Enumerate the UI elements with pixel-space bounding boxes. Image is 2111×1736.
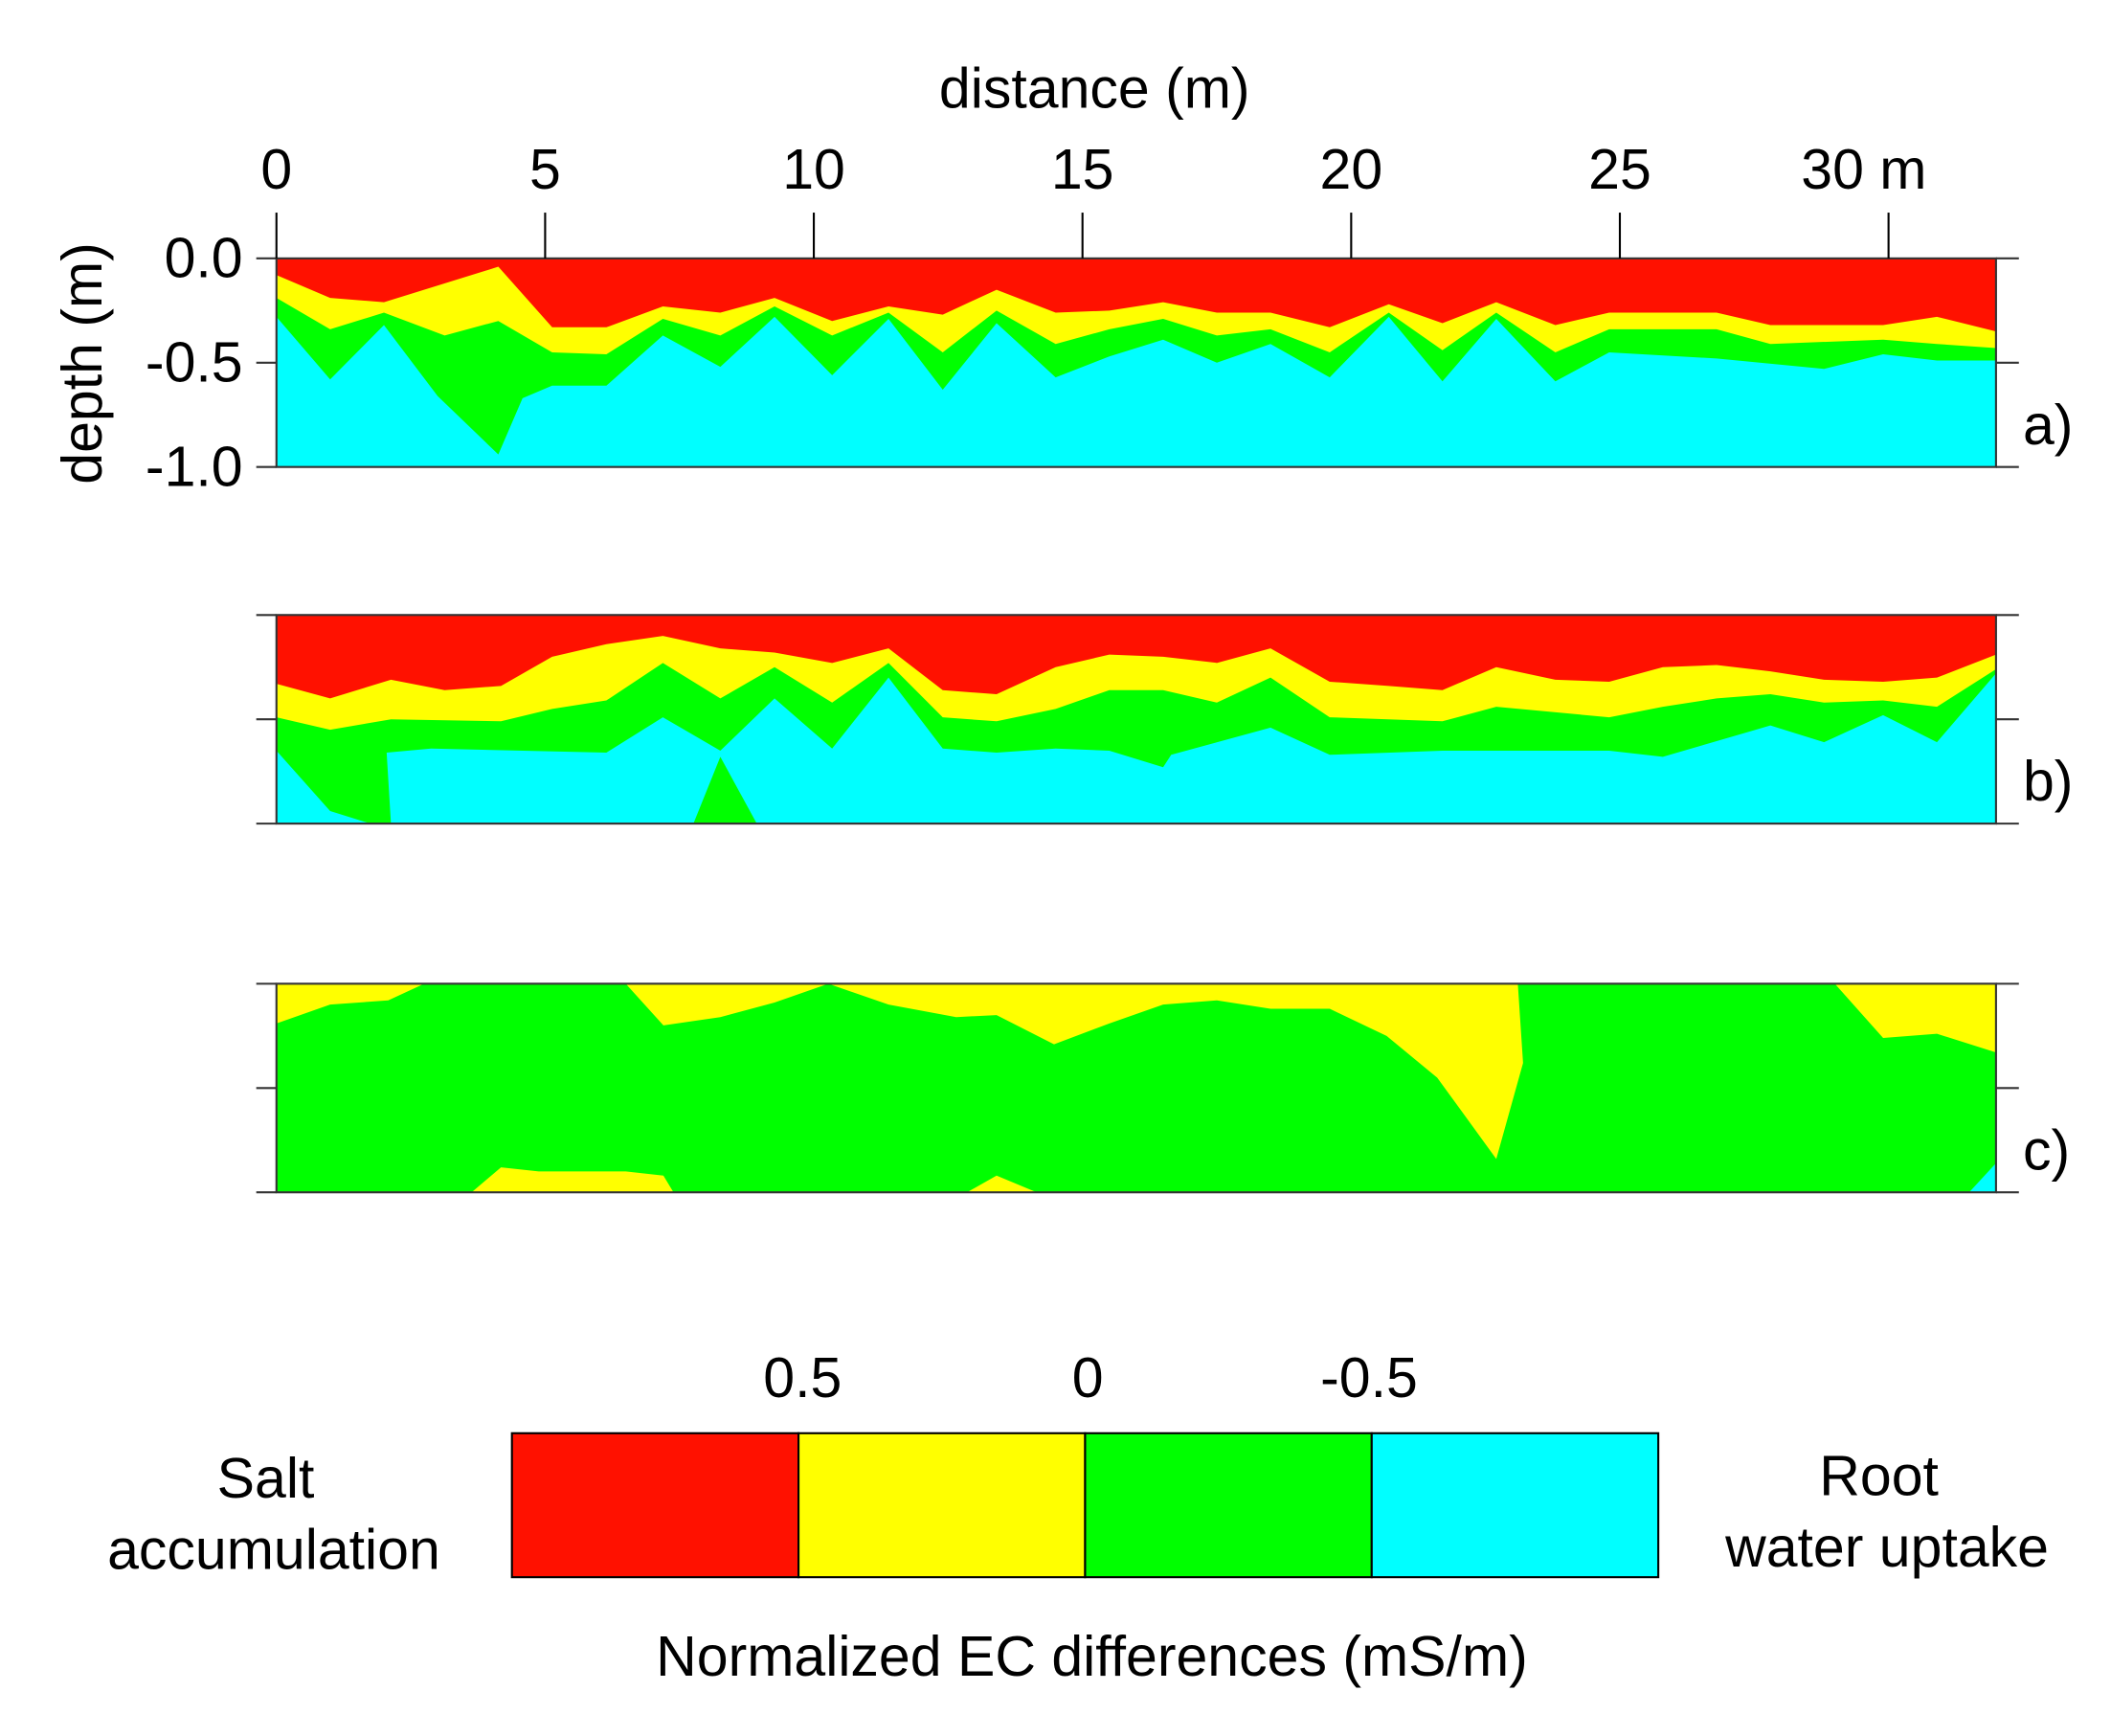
- colorbar-swatch-cyan: [1370, 1432, 1660, 1579]
- colorbar-swatch-green: [1084, 1432, 1373, 1579]
- y-axis-title: depth (m): [51, 242, 114, 485]
- green-layer: [276, 983, 1996, 1193]
- colorbar-left-label: Salt: [217, 1447, 315, 1510]
- x-tick-label: 0: [260, 138, 292, 201]
- colorbar-legend: 0.5 0 -0.5 Salt accumulation Root water …: [107, 1346, 2049, 1688]
- x-tick-label: 25: [1588, 138, 1651, 201]
- colorbar-tick-label: -0.5: [1320, 1346, 1418, 1409]
- colorbar-tick-label: 0: [1072, 1346, 1104, 1409]
- y-tick-label: -0.5: [146, 330, 243, 394]
- colorbar-tick-label: 0.5: [763, 1346, 842, 1409]
- x-tick-label: 15: [1051, 138, 1114, 201]
- x-tick-label: 20: [1320, 138, 1383, 201]
- colorbar-swatch-yellow: [797, 1432, 1087, 1579]
- panel-label: c): [2023, 1118, 2070, 1182]
- panel-label: a): [2023, 394, 2073, 457]
- colorbar-swatch-red: [510, 1432, 800, 1579]
- panels: a) b) c): [256, 257, 2073, 1194]
- colorbar-left-label: accumulation: [107, 1519, 440, 1582]
- x-tick-label: 10: [782, 138, 845, 201]
- panel-c: c): [256, 982, 2070, 1194]
- colorbar-right-label: water uptake: [1724, 1516, 2049, 1579]
- x-axis-title: distance (m): [939, 56, 1250, 120]
- y-tick-label: 0.0: [165, 227, 243, 290]
- patch-0_to_0.5: [471, 1167, 674, 1193]
- panel-label: b): [2023, 750, 2073, 813]
- panel-a: a): [256, 257, 2073, 468]
- x-axis: 0 5 10 15 20 25 30 m: [260, 138, 1926, 259]
- y-axis: 0.0 -0.5 -1.0: [146, 227, 243, 499]
- red-layer: [276, 258, 1996, 332]
- patch--0.5_to_0: [693, 756, 757, 824]
- red-layer: [276, 615, 1996, 699]
- panel-b: b): [256, 614, 2073, 825]
- x-tick-label: 30 m: [1801, 138, 1926, 201]
- patch-0_to_0.5: [967, 1175, 1037, 1193]
- colorbar-title: Normalized EC differences (mS/m): [656, 1625, 1528, 1688]
- colorbar-right-label: Root: [1819, 1444, 1939, 1507]
- y-tick-label: -1.0: [146, 435, 243, 498]
- x-tick-label: 5: [529, 138, 561, 201]
